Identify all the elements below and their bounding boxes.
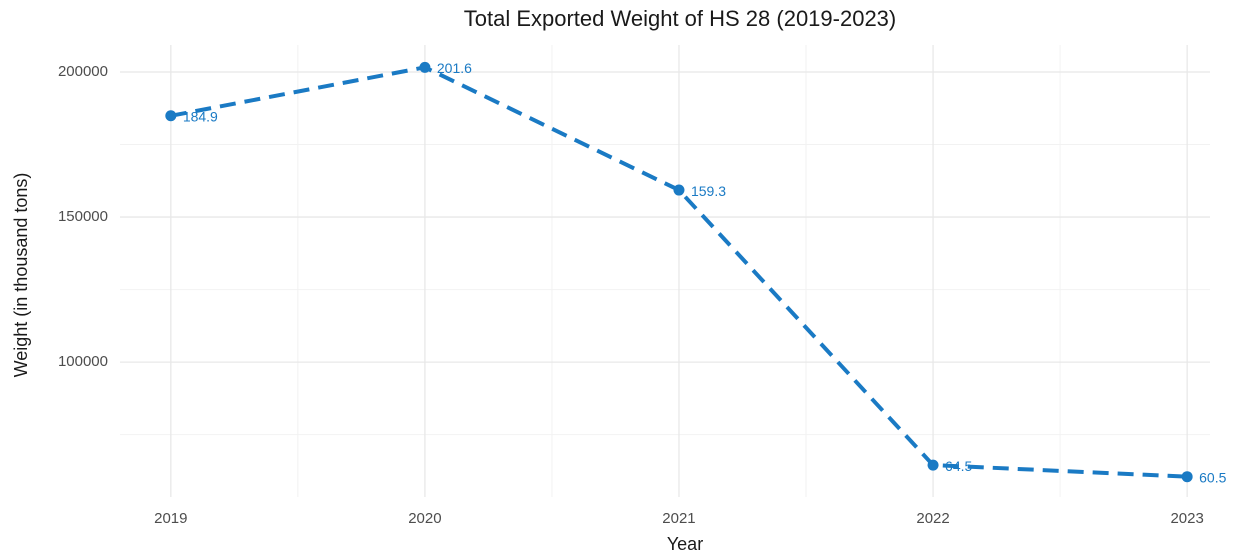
data-label: 60.5 <box>1199 469 1226 485</box>
point <box>673 184 685 196</box>
data-label: 159.3 <box>691 183 726 199</box>
y-tick-label: 200000 <box>58 63 108 80</box>
x-axis-label: Year <box>667 534 703 554</box>
x-tick-label: 2023 <box>1170 510 1203 527</box>
point <box>419 61 431 73</box>
y-axis-label: Weight (in thousand tons) <box>11 173 31 378</box>
x-tick-label: 2020 <box>408 510 441 527</box>
data-label: 64.5 <box>945 458 972 474</box>
x-tick-label: 2022 <box>916 510 949 527</box>
point <box>927 459 939 471</box>
data-label: 201.6 <box>437 60 472 76</box>
chart-title: Total Exported Weight of HS 28 (2019-202… <box>464 6 897 31</box>
x-tick-label: 2019 <box>154 510 187 527</box>
x-tick-label: 2021 <box>662 510 695 527</box>
point <box>1181 471 1193 483</box>
y-tick-label: 100000 <box>58 353 108 370</box>
point <box>165 110 177 122</box>
data-label: 184.9 <box>183 108 218 124</box>
y-tick-label: 150000 <box>58 208 108 225</box>
